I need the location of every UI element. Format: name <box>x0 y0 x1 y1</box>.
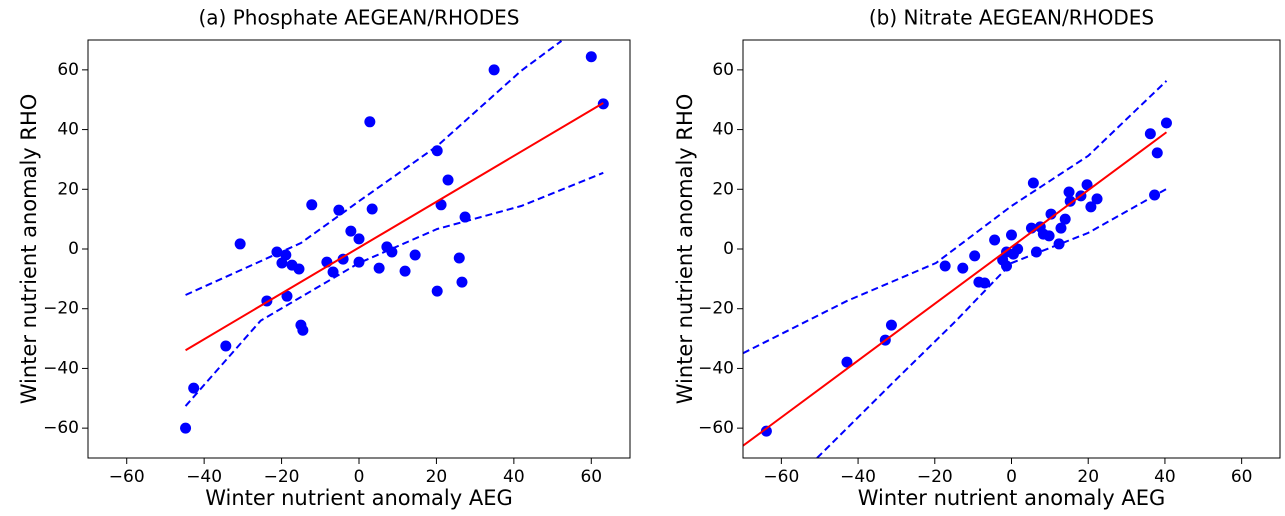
confidence-band <box>184 171 604 407</box>
data-point <box>409 249 421 261</box>
y-tick-label: 60 <box>712 60 734 80</box>
x-tick-label: −20 <box>917 467 953 487</box>
panel: (b) Nitrate AEGEAN/RHODES Winter nutrient… <box>673 6 1281 510</box>
data-point <box>234 238 246 250</box>
data-point <box>1091 193 1103 205</box>
x-tick-label: 20 <box>426 467 448 487</box>
x-axis-label: Winter nutrient anomaly AEG <box>205 486 513 510</box>
x-tick-label: 20 <box>1077 467 1099 487</box>
y-tick-label: 20 <box>57 179 79 199</box>
data-point <box>488 64 500 76</box>
data-point <box>1160 117 1172 129</box>
y-tick-label: −20 <box>698 299 734 319</box>
data-point <box>841 356 853 368</box>
data-point <box>1081 179 1093 191</box>
data-point <box>281 290 293 302</box>
data-point <box>386 246 398 258</box>
data-point <box>1027 177 1039 189</box>
data-point <box>327 266 339 278</box>
confidence-band <box>743 80 1168 355</box>
data-point <box>989 234 1001 246</box>
data-point <box>1006 229 1017 241</box>
data-point <box>1012 243 1024 255</box>
data-point <box>456 276 468 288</box>
data-point <box>1043 230 1055 242</box>
y-tick-label: −40 <box>43 358 79 378</box>
data-point <box>1064 195 1076 207</box>
data-point <box>939 260 951 272</box>
data-point <box>585 51 597 63</box>
data-point <box>373 262 385 274</box>
data-point <box>297 324 309 336</box>
data-point <box>1063 186 1075 198</box>
data-point <box>180 422 192 434</box>
data-point <box>453 252 465 264</box>
y-tick-label: 20 <box>712 179 734 199</box>
data-point <box>293 263 305 275</box>
data-point <box>271 246 283 258</box>
data-point <box>442 174 454 186</box>
axes-frame <box>742 39 1281 459</box>
fit-line <box>185 102 604 352</box>
y-tick-label: −60 <box>43 418 79 438</box>
data-point <box>431 285 443 297</box>
y-axis-label: Winter nutrient anomaly RHO <box>17 94 41 405</box>
data-point <box>188 382 200 394</box>
data-point <box>957 262 969 274</box>
data-point <box>353 233 365 245</box>
x-tick-label: −20 <box>264 467 300 487</box>
y-tick-label: 0 <box>723 239 734 259</box>
data-point <box>969 250 981 262</box>
y-axis-label: Winter nutrient anomaly RHO <box>673 94 697 405</box>
x-tick-label: −60 <box>763 467 799 487</box>
data-point <box>1001 260 1013 272</box>
chart-title: (a) Phosphate AEGEAN/RHODES <box>199 6 520 30</box>
data-point <box>760 425 772 437</box>
y-tick-label: −60 <box>698 418 734 438</box>
panel: (a) Phosphate AEGEAN/RHODES Winter nutrie… <box>17 6 631 510</box>
y-tick-label: −20 <box>43 299 79 319</box>
x-axis-label: Winter nutrient anomaly AEG <box>858 486 1166 510</box>
x-tick-label: 40 <box>1154 467 1176 487</box>
x-tick-label: −40 <box>840 467 876 487</box>
x-tick-label: 60 <box>580 467 602 487</box>
x-tick-label: 0 <box>1006 467 1017 487</box>
fit-line <box>743 131 1168 447</box>
data-point <box>435 199 447 211</box>
data-point <box>1059 213 1071 225</box>
data-point <box>280 249 292 261</box>
data-point <box>220 340 232 352</box>
y-tick-label: 0 <box>68 239 79 259</box>
data-point <box>366 203 378 215</box>
data-point <box>431 145 443 157</box>
x-tick-label: 0 <box>354 467 365 487</box>
data-point <box>885 319 897 331</box>
data-point <box>364 116 376 128</box>
data-point <box>1151 147 1163 159</box>
confidence-band <box>185 40 563 296</box>
y-tick-label: 40 <box>57 120 79 140</box>
chart-title: (b) Nitrate AEGEAN/RHODES <box>869 6 1154 30</box>
y-tick-label: 40 <box>712 120 734 140</box>
x-tick-label: −60 <box>109 467 145 487</box>
data-point <box>1085 201 1097 213</box>
x-tick-label: 60 <box>1231 467 1253 487</box>
x-tick-label: −40 <box>186 467 222 487</box>
data-point <box>1053 238 1065 250</box>
data-point <box>979 277 991 289</box>
data-point <box>1144 128 1156 140</box>
data-point <box>399 265 411 277</box>
plot-area <box>743 80 1172 458</box>
plot-area <box>180 40 609 434</box>
data-point <box>306 199 318 211</box>
data-point <box>345 225 357 237</box>
x-tick-label: 40 <box>503 467 525 487</box>
axes-frame <box>87 39 631 459</box>
data-point <box>1055 222 1067 234</box>
confidence-band <box>816 188 1167 458</box>
y-tick-label: 60 <box>57 60 79 80</box>
y-tick-label: −40 <box>698 358 734 378</box>
data-point <box>1030 246 1042 258</box>
